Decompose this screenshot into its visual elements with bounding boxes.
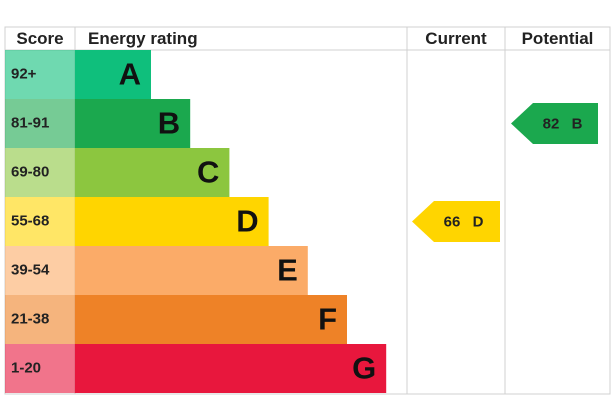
score-cell: [5, 50, 75, 99]
column-header: Potential: [522, 29, 594, 48]
band-bar: [75, 344, 387, 393]
band-letter: G: [352, 351, 376, 386]
score-label: 69-80: [11, 163, 49, 180]
potential-value: 82: [543, 115, 560, 132]
band-bar: [75, 246, 308, 295]
band-bar: [75, 197, 269, 246]
column-header: Current: [425, 29, 487, 48]
potential-letter: B: [572, 115, 583, 132]
score-label: 21-38: [11, 310, 49, 327]
potential-arrow: [511, 103, 598, 144]
score-cell: [5, 344, 75, 393]
score-label: 81-91: [11, 114, 49, 131]
band-letter: A: [119, 57, 141, 92]
score-cell: [5, 99, 75, 148]
band-letter: D: [236, 204, 258, 239]
current-value: 66: [444, 213, 461, 230]
current-arrow: [412, 201, 500, 242]
score-label: 39-54: [11, 261, 50, 278]
band-bar: [75, 148, 230, 197]
score-cell: [5, 246, 75, 295]
score-cell: [5, 197, 75, 246]
current-letter: D: [473, 213, 484, 230]
band-letter: B: [158, 106, 180, 141]
band-letter: F: [318, 302, 337, 337]
score-label: 1-20: [11, 359, 41, 376]
score-cell: [5, 148, 75, 197]
score-label: 92+: [11, 65, 37, 82]
score-cell: [5, 295, 75, 344]
column-header: Score: [16, 29, 63, 48]
band-bar: [75, 99, 191, 148]
score-label: 55-68: [11, 212, 49, 229]
band-bar: [75, 50, 151, 99]
band-letter: C: [197, 155, 219, 190]
band-letter: E: [277, 253, 298, 288]
column-header: Energy rating: [88, 29, 198, 48]
band-bar: [75, 295, 347, 344]
